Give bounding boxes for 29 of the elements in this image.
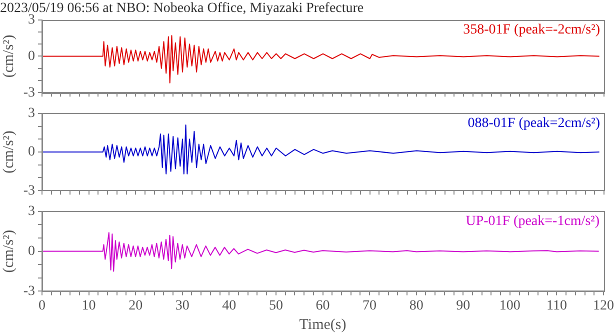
x-tick-label: 100 [499, 298, 520, 314]
y-tick-label: 0 [28, 48, 35, 64]
y-tick-label: 3 [28, 12, 35, 28]
x-tick-label: 50 [268, 298, 283, 314]
x-tick-label: 30 [175, 298, 190, 314]
x-tick-label: 20 [128, 298, 143, 314]
x-tick-label: 110 [546, 298, 567, 314]
x-tick-label: 80 [409, 298, 424, 314]
series-label: UP-01F (peak=-1cm/s²) [466, 214, 600, 230]
y-tick-label: -3 [23, 284, 35, 299]
x-tick-label: 70 [362, 298, 377, 314]
x-axis-title: Time(s) [299, 316, 346, 333]
series-label: 358-01F (peak=-2cm/s²) [463, 22, 600, 38]
y-axis-title: (cm/s²) [0, 34, 17, 78]
x-tick-label: 60 [316, 298, 330, 314]
y-tick-label: -3 [23, 183, 35, 198]
y-tick-label: 0 [28, 244, 35, 259]
y-tick-label: -3 [23, 85, 35, 100]
x-tick-label: 120 [593, 298, 614, 314]
x-tick-label: 40 [222, 298, 236, 314]
y-axis-title: (cm/s²) [0, 230, 17, 273]
y-axis-title: (cm/s²) [0, 130, 17, 174]
y-tick-label: 0 [28, 144, 35, 160]
x-tick-label: 90 [456, 298, 470, 314]
y-tick-label: 3 [28, 106, 35, 122]
y-tick-label: 3 [28, 204, 35, 220]
x-tick-label: 0 [38, 298, 46, 314]
series-label: 088-01F (peak=2cm/s²) [468, 116, 600, 132]
x-tick-label: 10 [82, 298, 96, 314]
